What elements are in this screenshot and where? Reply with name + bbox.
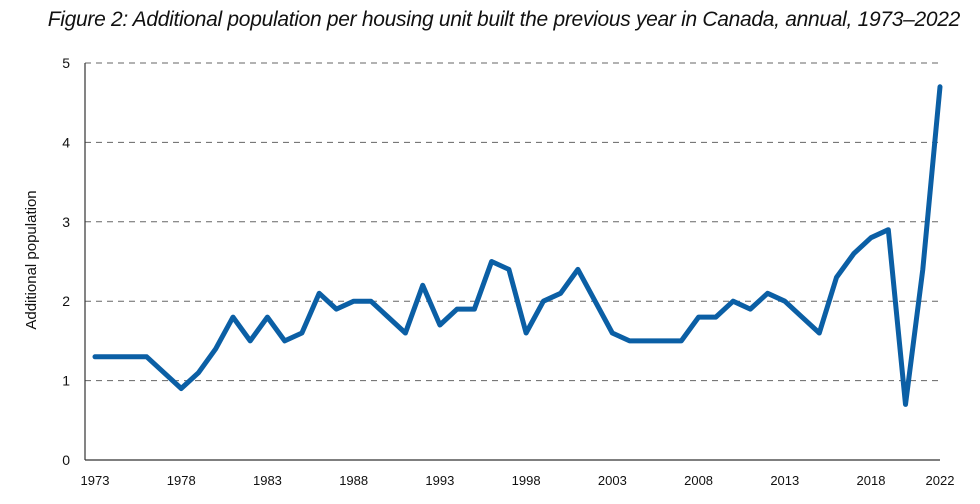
chart-title: Figure 2: Additional population per hous… bbox=[47, 8, 961, 31]
y-tick-label: 0 bbox=[62, 452, 70, 468]
x-tick-label: 1993 bbox=[425, 473, 454, 488]
x-tick-label: 2003 bbox=[598, 473, 627, 488]
y-tick-label: 5 bbox=[62, 55, 70, 71]
x-tick-label: 1988 bbox=[339, 473, 368, 488]
x-tick-label: 2022 bbox=[926, 473, 955, 488]
x-tick-label: 2013 bbox=[770, 473, 799, 488]
x-tick-label: 1998 bbox=[512, 473, 541, 488]
y-tick-label: 1 bbox=[62, 373, 70, 389]
x-tick-label: 1983 bbox=[253, 473, 282, 488]
x-tick-label: 2008 bbox=[684, 473, 713, 488]
grid-lines bbox=[85, 62, 940, 382]
y-tick-labels: 0 1 2 3 4 5 bbox=[62, 55, 70, 468]
x-tick-label: 2018 bbox=[857, 473, 886, 488]
x-tick-label: 1973 bbox=[81, 473, 110, 488]
y-tick-label: 2 bbox=[62, 293, 70, 309]
y-tick-label: 4 bbox=[62, 134, 70, 150]
y-axis-label: Additional population bbox=[23, 190, 40, 329]
x-tick-labels: 1973 1978 1983 1988 1993 1998 2003 2008 2013 2018… bbox=[81, 473, 955, 488]
series-line bbox=[92, 84, 943, 407]
data-points bbox=[94, 86, 941, 405]
y-tick-label: 3 bbox=[62, 214, 70, 230]
x-tick-label: 1978 bbox=[167, 473, 196, 488]
